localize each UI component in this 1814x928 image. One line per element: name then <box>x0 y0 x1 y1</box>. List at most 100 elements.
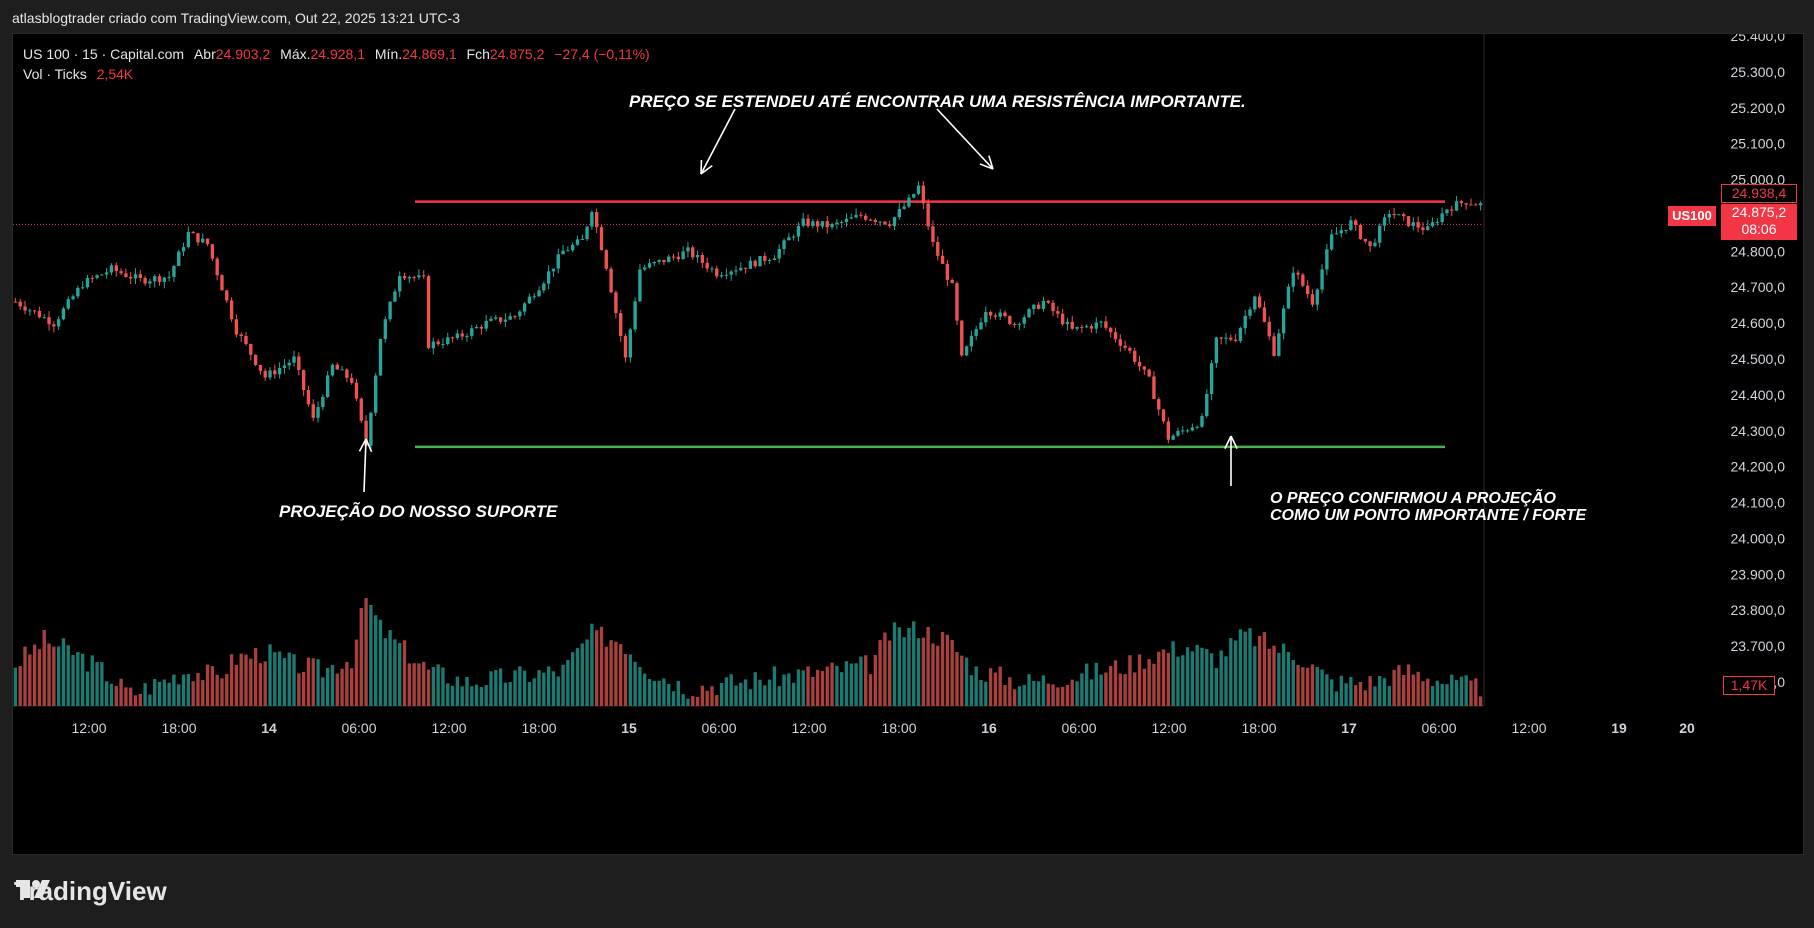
price-chart[interactable]: 25.400,0 25.300,0 25.200,0 25.100,0 25.000,0… <box>13 34 1803 854</box>
volume-bar <box>974 666 978 706</box>
candle-body <box>446 337 450 344</box>
volume-bar <box>402 640 407 706</box>
candle-body <box>18 301 22 307</box>
candle-body <box>359 398 363 421</box>
candle-body <box>825 221 829 228</box>
candle-body <box>835 222 839 224</box>
candle-body <box>518 311 522 317</box>
volume-bar <box>306 657 311 706</box>
symbol-label[interactable]: US 100 · 15 · Capital.com <box>23 46 185 62</box>
volume-bar <box>628 654 632 706</box>
candle-body <box>1378 225 1382 243</box>
candle-body <box>191 232 195 234</box>
volume-bar <box>172 674 176 706</box>
candle-body <box>1478 203 1483 206</box>
volume-bar <box>441 667 445 706</box>
volume-bar <box>580 643 584 706</box>
volume-bar <box>1022 684 1026 706</box>
candle-body <box>1157 399 1161 410</box>
volume-bar <box>1267 648 1271 706</box>
candle-body <box>1046 300 1050 303</box>
candle-body <box>56 319 61 327</box>
volume-bar <box>1094 662 1098 706</box>
volume-bar <box>667 683 671 706</box>
volume-bar <box>239 653 243 706</box>
candle-body <box>561 250 565 255</box>
volume-bar <box>13 667 18 706</box>
volume-bar <box>859 656 863 706</box>
candle-body <box>316 407 320 418</box>
volume-bar <box>316 659 320 706</box>
candle-body <box>1056 311 1060 314</box>
volume-bar <box>1358 682 1363 706</box>
volume-bar <box>1137 654 1142 706</box>
candle-body <box>422 275 426 277</box>
candle-body <box>729 271 733 275</box>
x-axis-tick-label: 16 <box>981 720 997 736</box>
candle-body <box>1363 238 1367 242</box>
candle-body <box>1017 323 1022 325</box>
candle-body <box>441 343 445 345</box>
candle-body <box>791 236 796 238</box>
candle-body <box>1233 339 1238 341</box>
candle-body <box>369 412 373 446</box>
candle-body <box>1181 430 1185 432</box>
candle-body <box>763 256 767 261</box>
candle-body <box>340 369 344 371</box>
candle-body <box>527 296 532 304</box>
volume-bar <box>42 630 46 706</box>
volume-bar <box>253 648 258 706</box>
volume-bar <box>220 678 224 706</box>
candle-body <box>638 269 642 302</box>
close-value: 24.875,2 <box>489 46 545 62</box>
x-axis-tick-label: 12:00 <box>431 720 466 736</box>
candle-body <box>32 310 37 312</box>
chart-legend: US 100 · 15 · Capital.com Abr24.903,2 Má… <box>23 44 650 84</box>
volume-bar <box>1229 638 1233 706</box>
candle-body <box>599 227 604 251</box>
symbol-tag[interactable]: US100 <box>1668 206 1716 226</box>
candle-body <box>1099 321 1103 323</box>
candle-body <box>859 214 863 216</box>
volume-bar <box>349 668 354 706</box>
volume-bar <box>1200 647 1204 706</box>
volume-bar <box>955 652 959 706</box>
candle-body <box>1277 333 1281 356</box>
volume-bar <box>1051 684 1055 706</box>
candle-body <box>426 276 431 349</box>
candle-body <box>734 270 738 272</box>
candle-body <box>1238 327 1243 341</box>
candle-body <box>484 320 488 329</box>
candle-body <box>42 317 46 319</box>
candle-body <box>148 281 152 284</box>
volume-bar <box>1440 683 1444 706</box>
volume-bar <box>570 652 575 706</box>
candle-body <box>921 185 926 204</box>
volume-bar <box>181 674 186 706</box>
volume-bar <box>167 682 171 706</box>
candle-body <box>1133 350 1137 362</box>
candle-body <box>945 263 950 280</box>
volume-bar <box>1133 672 1137 706</box>
candle-body <box>253 354 258 365</box>
candle-body <box>1032 304 1036 310</box>
tradingview-logo[interactable]: TradingView <box>14 876 167 907</box>
volume-bar <box>984 681 988 706</box>
candle-body <box>513 316 517 318</box>
candle-body <box>1070 321 1074 329</box>
volume-bar <box>566 660 570 706</box>
candle-body <box>234 319 239 335</box>
candle-body <box>830 223 834 228</box>
candle-body <box>907 197 911 207</box>
candle-body <box>1262 307 1267 322</box>
candle-body <box>1334 233 1339 235</box>
candle-body <box>508 316 512 320</box>
volume-bar <box>1277 652 1281 706</box>
candle-body <box>537 290 541 297</box>
volume-bar <box>66 645 70 706</box>
chart-area[interactable]: 25.400,0 25.300,0 25.200,0 25.100,0 25.000,0… <box>12 33 1804 855</box>
high-label: Máx. <box>280 46 311 62</box>
volume-bar <box>772 666 777 706</box>
volume-bar <box>119 678 123 706</box>
volume-bar <box>498 668 503 706</box>
